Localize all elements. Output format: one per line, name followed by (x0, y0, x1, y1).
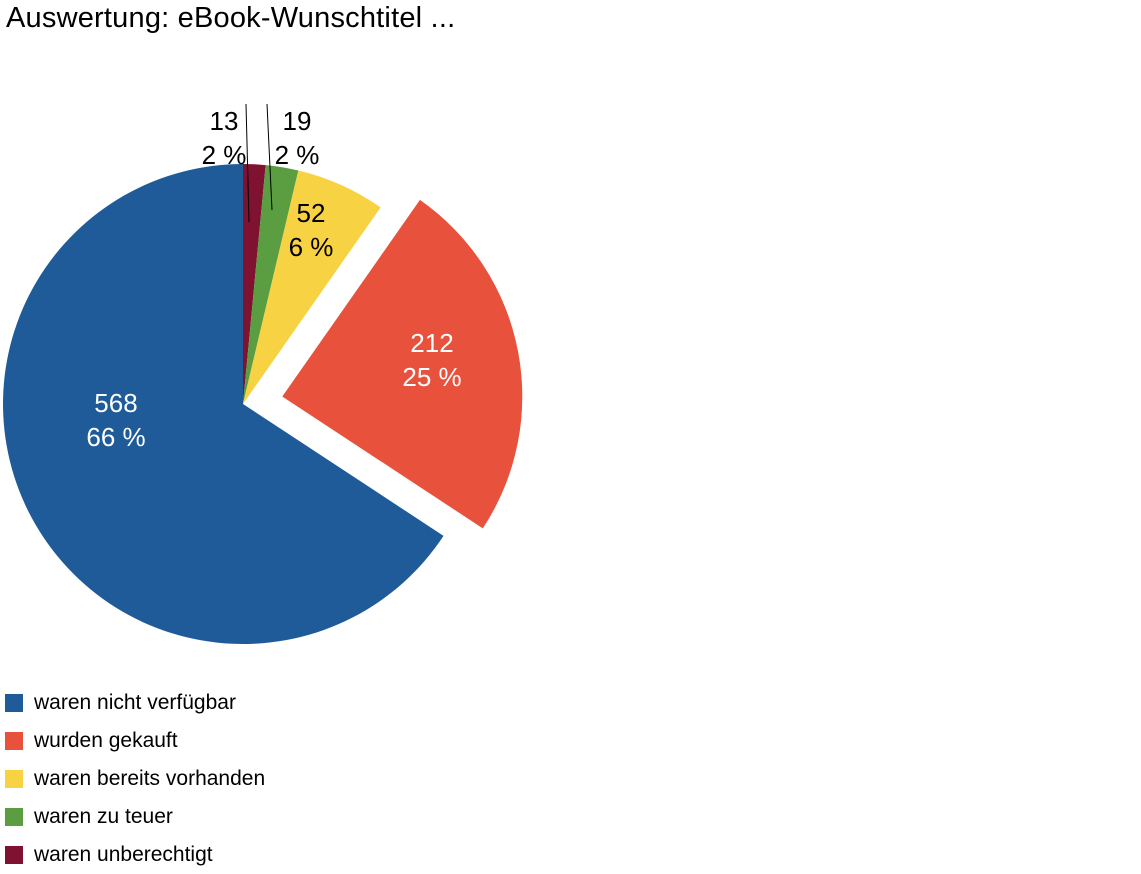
chart-title: Auswertung: eBook-Wunschtitel ... (6, 2, 456, 34)
slice-label-0: 568 66 % (86, 388, 145, 452)
pie-slice-3 (243, 165, 299, 404)
legend-swatch (5, 770, 23, 788)
leader-line (266, 103, 273, 211)
legend-item-3: waren zu teuer (5, 798, 265, 836)
pie-slice-2 (243, 170, 381, 404)
leader-line (245, 103, 250, 223)
legend-label: waren unberechtigt (34, 843, 213, 866)
slice-label-4: 13 2 % (202, 106, 247, 170)
pie-slice-0 (3, 164, 444, 645)
legend-swatch (5, 732, 23, 750)
legend-swatch (5, 808, 23, 826)
chart-legend: waren nicht verfügbar wurden gekauft waren… (5, 684, 265, 874)
legend-label: waren nicht verfügbar (34, 691, 236, 714)
legend-label: waren bereits vorhanden (34, 767, 266, 790)
slice-label-2: 52 6 % (289, 198, 334, 262)
legend-item-2: waren bereits vorhanden (5, 760, 265, 798)
legend-item-4: waren unberechtigt (5, 836, 265, 874)
pie-slice-4 (243, 164, 266, 404)
legend-swatch (5, 846, 23, 864)
slice-label-3: 19 2 % (275, 106, 320, 170)
legend-label: wurden gekauft (34, 729, 178, 752)
legend-label: waren zu teuer (34, 805, 173, 828)
legend-item-1: wurden gekauft (5, 722, 265, 760)
pie-chart: 568 66 % 212 25 % 52 6 % 19 2 % 13 2 % (3, 103, 523, 645)
legend-swatch (5, 694, 23, 712)
legend-item-0: waren nicht verfügbar (5, 684, 265, 722)
pie-slice-1 (282, 199, 523, 529)
slice-label-1: 212 25 % (402, 328, 461, 392)
